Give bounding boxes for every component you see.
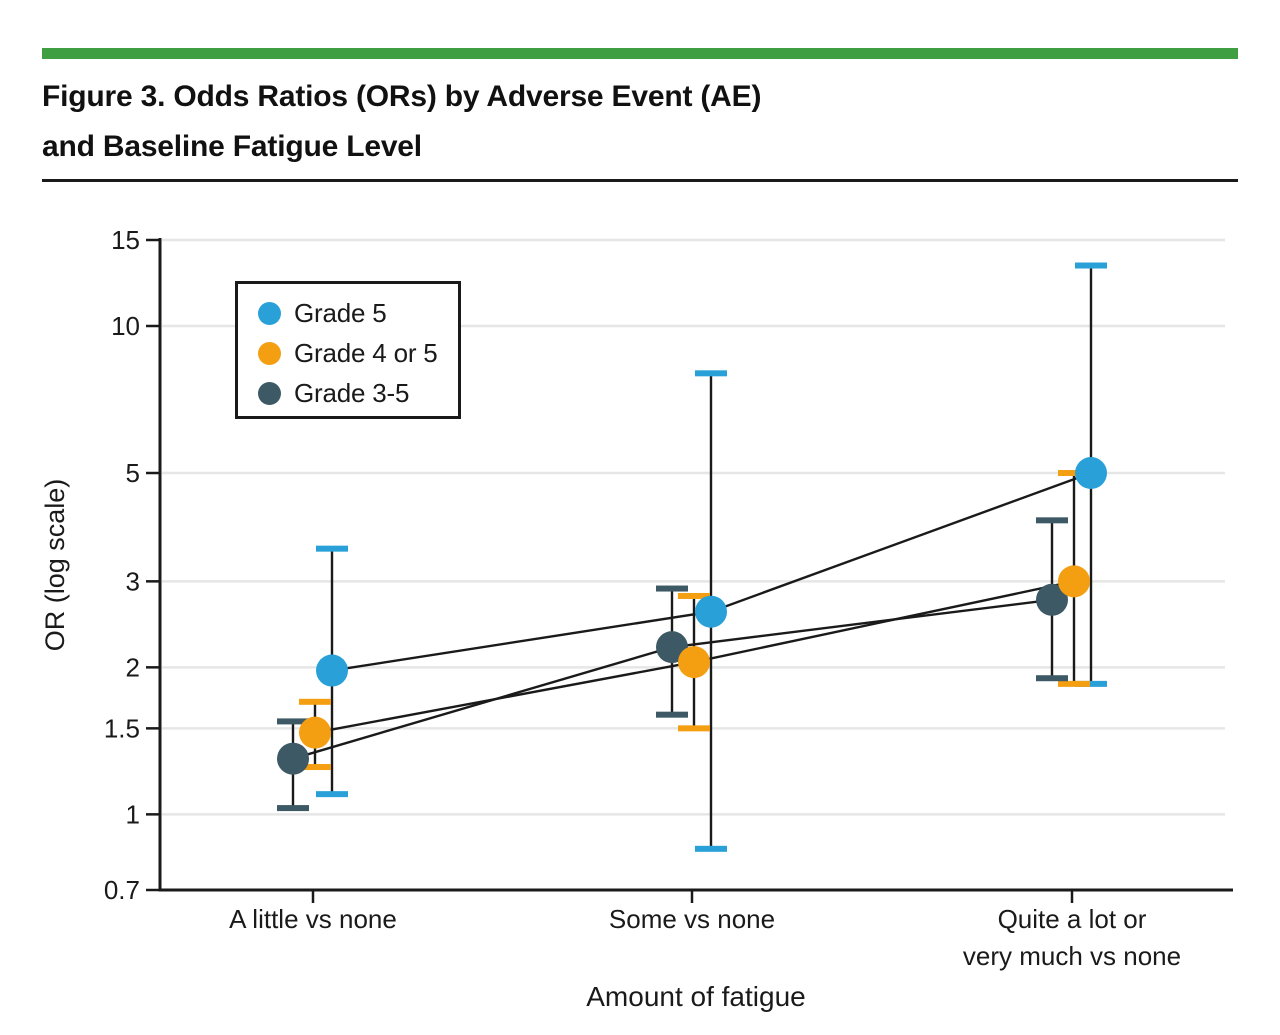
data-point-grade-5 bbox=[695, 595, 727, 628]
error-bar-cap-lower bbox=[1058, 680, 1090, 687]
legend-label: Grade 4 or 5 bbox=[294, 337, 438, 368]
y-tick-label: 5 bbox=[126, 458, 140, 488]
x-axis-title: Amount of fatigue bbox=[586, 981, 805, 1012]
data-point-grade-5 bbox=[1075, 457, 1107, 490]
error-bar-cap-upper bbox=[1036, 517, 1068, 524]
grade-4-or-5-marker-icon bbox=[258, 341, 281, 365]
error-bar-cap-upper bbox=[1058, 470, 1090, 477]
y-tick-label: 3 bbox=[126, 566, 140, 596]
legend-item-grade-3-5: Grade 3-5 bbox=[238, 373, 458, 413]
y-tick-label: 0.7 bbox=[104, 875, 140, 905]
x-category-label: Quite a lot or bbox=[998, 904, 1147, 934]
data-point-grade-4-or-5 bbox=[678, 646, 710, 679]
x-category-label: very much vs none bbox=[963, 941, 1181, 971]
error-bar-cap-lower bbox=[656, 711, 688, 718]
error-bar-cap-lower bbox=[678, 725, 710, 732]
y-axis-title: OR (log scale) bbox=[40, 479, 70, 652]
y-tick-label: 1 bbox=[126, 799, 140, 829]
figure-title: Figure 3. Odds Ratios (ORs) by Adverse E… bbox=[42, 72, 761, 172]
legend-label: Grade 5 bbox=[294, 297, 387, 328]
x-category-label: A little vs none bbox=[229, 904, 397, 934]
legend-item-grade-5: Grade 5 bbox=[238, 293, 458, 333]
legend-label: Grade 3-5 bbox=[294, 377, 410, 408]
error-bar-cap-lower bbox=[1075, 680, 1107, 687]
y-tick-label: 1.5 bbox=[104, 713, 140, 743]
error-bar-cap-upper bbox=[678, 592, 710, 599]
y-tick-label: 10 bbox=[111, 311, 140, 341]
error-bar-cap-upper bbox=[695, 370, 727, 377]
grade-3-5-marker-icon bbox=[258, 381, 281, 405]
chart-legend: Grade 5 Grade 4 or 5 Grade 3-5 bbox=[235, 281, 461, 419]
data-point-grade-3-5 bbox=[277, 742, 309, 775]
y-tick-label: 15 bbox=[111, 225, 140, 255]
data-point-grade-4-or-5 bbox=[1058, 565, 1090, 598]
legend-item-grade-4-or-5: Grade 4 or 5 bbox=[238, 333, 458, 373]
error-bar-cap-lower bbox=[299, 764, 331, 771]
title-rule bbox=[42, 179, 1238, 182]
error-bar-cap-upper bbox=[316, 545, 348, 552]
error-bar-cap-upper bbox=[299, 698, 331, 705]
x-category-label: Some vs none bbox=[609, 904, 775, 934]
error-bar-cap-upper bbox=[1075, 262, 1107, 269]
error-bar-cap-lower bbox=[1036, 675, 1068, 682]
data-point-grade-5 bbox=[316, 654, 348, 687]
accent-bar bbox=[42, 48, 1238, 59]
error-bar-cap-lower bbox=[695, 845, 727, 852]
data-point-grade-4-or-5 bbox=[299, 716, 331, 749]
error-bar-cap-upper bbox=[656, 585, 688, 592]
error-bar-cap-lower bbox=[316, 791, 348, 798]
figure-title-line1: Figure 3. Odds Ratios (ORs) by Adverse E… bbox=[42, 80, 762, 113]
figure-title-line2: and Baseline Fatigue Level bbox=[42, 130, 422, 163]
data-point-grade-3-5 bbox=[1036, 583, 1068, 616]
error-bar-cap-lower bbox=[277, 805, 309, 812]
error-bar-cap-upper bbox=[277, 718, 309, 725]
grade-5-marker-icon bbox=[258, 301, 281, 325]
y-tick-label: 2 bbox=[126, 652, 140, 682]
